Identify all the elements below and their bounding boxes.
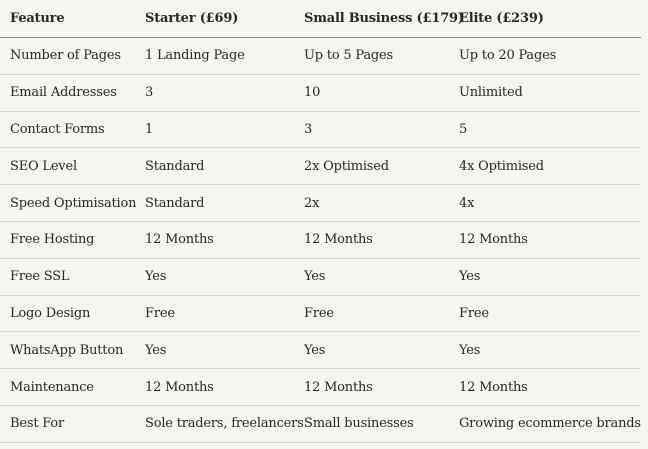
header-starter: Starter (£69): [145, 11, 239, 26]
table-row: Free SSL Yes Yes Yes: [0, 259, 641, 296]
starter-value: 3: [145, 85, 154, 101]
small-business-value: Yes: [304, 342, 326, 358]
feature-name: Number of Pages: [10, 48, 121, 64]
table-row: Best For Sole traders, freelancers Small…: [0, 406, 641, 443]
header-feature: Feature: [10, 11, 65, 26]
small-business-value: Up to 5 Pages: [304, 48, 393, 64]
elite-value: Growing ecommerce brands: [459, 416, 641, 432]
small-business-value: Yes: [304, 269, 326, 285]
starter-value: Standard: [145, 158, 205, 174]
starter-value: 12 Months: [145, 232, 214, 248]
table-row: Contact Forms 1 3 5: [0, 112, 641, 149]
table-row: Free Hosting 12 Months 12 Months 12 Mont…: [0, 222, 641, 259]
elite-value: Free: [459, 305, 489, 321]
table-row: SEO Level Standard 2x Optimised 4x Optim…: [0, 148, 641, 186]
elite-value: Yes: [459, 342, 481, 358]
elite-value: 12 Months: [459, 232, 528, 248]
header-small-business: Small Business (£179): [304, 11, 464, 26]
table-row: Maintenance 12 Months 12 Months 12 Month…: [0, 369, 641, 406]
starter-value: Standard: [145, 195, 205, 211]
small-business-value: 3: [304, 121, 313, 137]
small-business-value: 12 Months: [304, 379, 373, 395]
elite-value: Unlimited: [459, 85, 523, 101]
feature-name: Free SSL: [10, 269, 70, 285]
feature-name: Contact Forms: [10, 121, 105, 137]
table-row: WhatsApp Button Yes Yes Yes: [0, 332, 641, 370]
small-business-value: 12 Months: [304, 232, 373, 248]
feature-name: Email Addresses: [10, 85, 117, 101]
feature-name: Best For: [10, 416, 65, 432]
feature-name: WhatsApp Button: [10, 342, 124, 358]
feature-name: Speed Optimisation: [10, 195, 137, 211]
small-business-value: Free: [304, 305, 334, 321]
table-row: Speed Optimisation Standard 2x 4x: [0, 185, 641, 222]
starter-value: 12 Months: [145, 379, 214, 395]
table-header-row: Feature Starter (£69) Small Business (£1…: [0, 0, 641, 38]
header-elite: Elite (£239): [459, 11, 544, 26]
elite-value: 12 Months: [459, 379, 528, 395]
feature-name: Free Hosting: [10, 232, 95, 248]
elite-value: Yes: [459, 269, 481, 285]
small-business-value: 10: [304, 85, 321, 101]
elite-value: Up to 20 Pages: [459, 48, 557, 64]
table-row: Email Addresses 3 10 Unlimited: [0, 75, 641, 112]
feature-name: Maintenance: [10, 379, 94, 395]
starter-value: 1 Landing Page: [145, 48, 245, 64]
feature-name: Logo Design: [10, 305, 91, 321]
elite-value: 4x Optimised: [459, 158, 544, 174]
table-row: Number of Pages 1 Landing Page Up to 5 P…: [0, 38, 641, 75]
starter-value: Free: [145, 305, 175, 321]
starter-value: Sole traders, freelancers: [145, 416, 304, 432]
starter-value: 1: [145, 121, 154, 137]
table-row: Logo Design Free Free Free: [0, 296, 641, 333]
starter-value: Yes: [145, 342, 167, 358]
starter-value: Yes: [145, 269, 167, 285]
small-business-value: Small businesses: [304, 416, 414, 432]
small-business-value: 2x Optimised: [304, 158, 389, 174]
elite-value: 4x: [459, 195, 475, 211]
elite-value: 5: [459, 121, 468, 137]
small-business-value: 2x: [304, 195, 320, 211]
pricing-comparison-table: Feature Starter (£69) Small Business (£1…: [0, 0, 641, 443]
feature-name: SEO Level: [10, 158, 77, 174]
